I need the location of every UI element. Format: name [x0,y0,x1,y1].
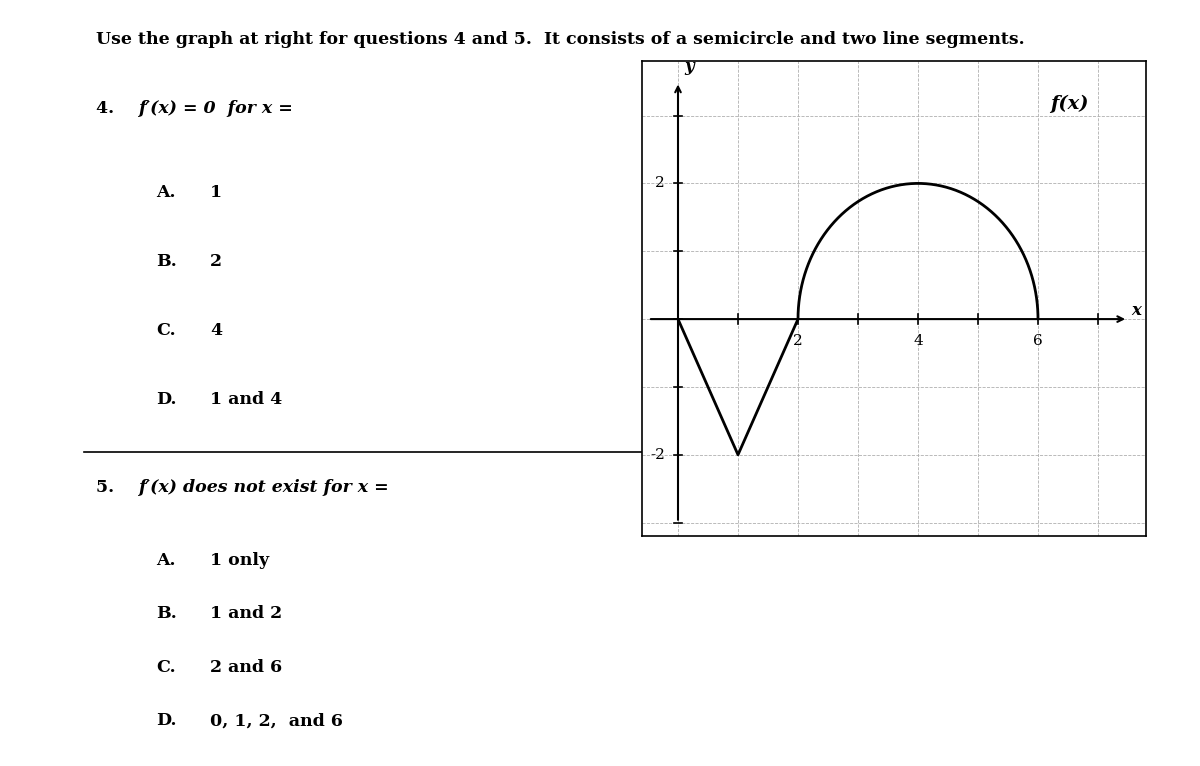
Text: C.: C. [156,659,175,676]
Text: D.: D. [156,712,176,729]
Text: A.: A. [156,552,175,568]
Text: f′(x) = 0  for x =: f′(x) = 0 for x = [138,100,293,116]
Text: C.: C. [156,322,175,339]
Text: f′(x) does not exist for x =: f′(x) does not exist for x = [138,479,389,496]
Text: 2: 2 [210,253,222,270]
Text: f(x): f(x) [1050,95,1088,113]
Text: 1: 1 [210,184,222,201]
Text: 4: 4 [210,322,222,339]
Text: A.: A. [156,184,175,201]
Text: -2: -2 [650,448,665,462]
Text: 1 and 4: 1 and 4 [210,391,282,408]
Text: D.: D. [156,391,176,408]
Text: 2: 2 [655,176,665,191]
Text: 4.: 4. [96,100,126,116]
Text: 4: 4 [913,334,923,348]
Text: 2 and 6: 2 and 6 [210,659,282,676]
Text: 2: 2 [793,334,803,348]
Text: 1 and 2: 1 and 2 [210,605,282,622]
Text: 1 only: 1 only [210,552,269,568]
Text: 0, 1, 2,  and 6: 0, 1, 2, and 6 [210,712,343,729]
Text: B.: B. [156,253,176,270]
Text: Use the graph at right for questions 4 and 5.  It consists of a semicircle and t: Use the graph at right for questions 4 a… [96,31,1025,47]
Text: 6: 6 [1033,334,1043,348]
Text: B.: B. [156,605,176,622]
Text: y: y [684,58,694,75]
Text: 5.: 5. [96,479,126,496]
Text: x: x [1132,303,1141,319]
